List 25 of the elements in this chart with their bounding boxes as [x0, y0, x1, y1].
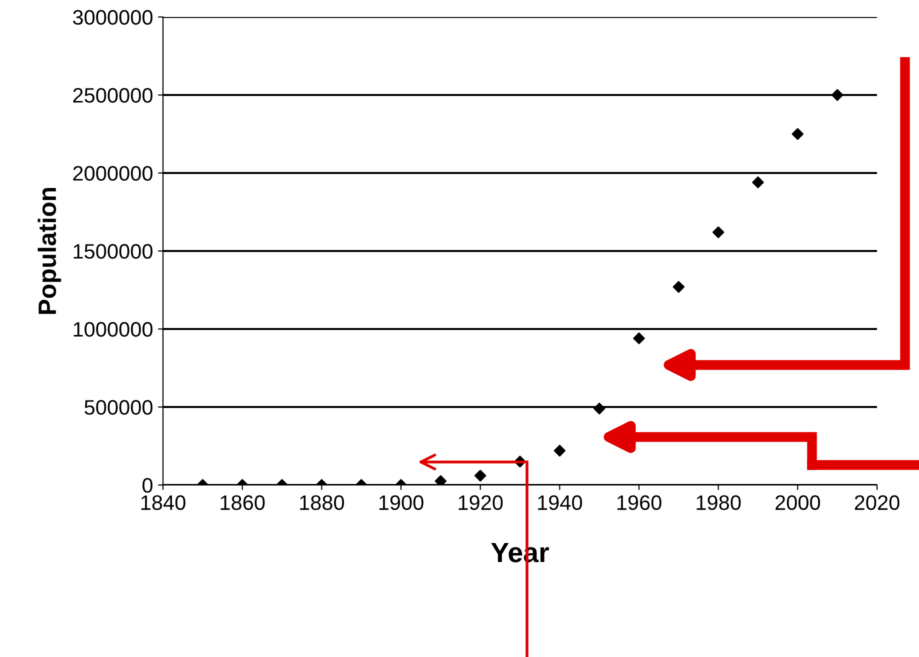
x-tick-label: 1860 [220, 495, 265, 510]
x-tick-label: 1960 [617, 495, 662, 510]
y-axis-title: Population [38, 188, 62, 314]
x-tick-label: 1940 [538, 495, 582, 510]
y-tick-label: 500000 [84, 400, 152, 415]
point [792, 128, 804, 140]
point [712, 226, 724, 238]
x-tick-label: 2020 [854, 495, 900, 510]
y-tick-label: 2500000 [73, 88, 152, 103]
x-tick-label: 1920 [458, 495, 503, 510]
y-tick-label: 1000000 [74, 322, 152, 337]
y-tick-label: 1500000 [74, 244, 152, 259]
point [831, 89, 844, 101]
point [633, 332, 645, 344]
x-tick-label: 1880 [300, 495, 344, 510]
y-tick-label: 3000000 [72, 10, 152, 25]
y-tick-label: 0 [142, 478, 152, 493]
y-tick-label: 2000000 [73, 166, 152, 181]
x-tick-label: 2000 [776, 495, 820, 510]
x-tick-label: 1980 [696, 495, 741, 510]
x-tick-label: 1840 [141, 495, 186, 510]
point [672, 280, 685, 293]
point [752, 176, 764, 188]
point [434, 475, 447, 485]
x-tick-label: 1900 [379, 495, 424, 510]
